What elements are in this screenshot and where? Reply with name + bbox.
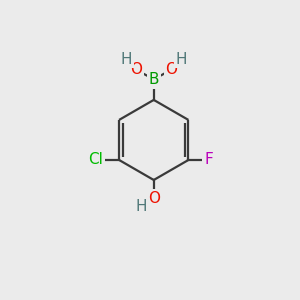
Text: F: F <box>204 152 213 167</box>
Text: H: H <box>120 52 132 67</box>
Text: B: B <box>148 72 159 87</box>
Text: O: O <box>130 61 142 76</box>
Text: H: H <box>176 52 187 67</box>
Text: H: H <box>136 199 147 214</box>
Text: Cl: Cl <box>88 152 104 167</box>
Text: O: O <box>148 191 160 206</box>
Text: O: O <box>166 61 178 76</box>
